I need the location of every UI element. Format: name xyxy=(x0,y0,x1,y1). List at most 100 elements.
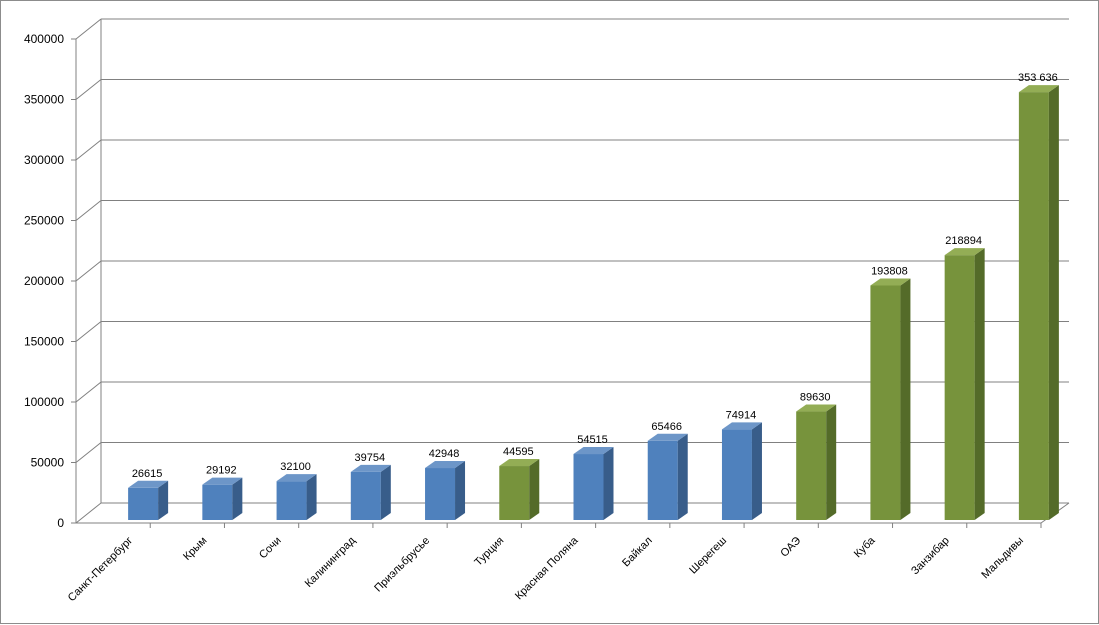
bar-front xyxy=(944,255,975,521)
bar xyxy=(425,461,466,520)
category-label: Турция xyxy=(472,535,506,569)
bar xyxy=(202,477,243,520)
category-label: Красная Поляна xyxy=(513,534,581,602)
data-labels: 26615 29192 32100 39754 42948 44595 54515 65466… xyxy=(132,72,1058,480)
bar-side xyxy=(158,480,169,520)
bar-top xyxy=(944,248,985,256)
bar-front xyxy=(499,466,530,520)
bar-side xyxy=(306,474,317,520)
bar-front xyxy=(128,487,159,520)
bar-top xyxy=(573,447,614,455)
bar-side xyxy=(529,459,540,520)
bar-front xyxy=(276,481,307,520)
data-label: 353 636 xyxy=(1018,72,1058,84)
bar-front xyxy=(721,429,752,520)
bar-front xyxy=(573,454,604,520)
bar-top xyxy=(425,461,466,469)
gridline-diagonal xyxy=(75,200,102,221)
bar-side xyxy=(380,464,391,520)
bar-side xyxy=(900,278,911,520)
gridline-diagonal xyxy=(75,139,102,161)
data-label: 74914 xyxy=(726,409,757,421)
y-tick-label: 350000 xyxy=(24,93,64,107)
y-tick-label: 50000 xyxy=(31,456,65,470)
category-label: Занзибар xyxy=(909,535,952,578)
bar-side xyxy=(751,422,762,520)
bar-top xyxy=(647,433,688,441)
bar-front xyxy=(870,285,901,520)
data-label: 65466 xyxy=(651,421,682,433)
bar-front xyxy=(1018,92,1049,521)
category-label: ОАЭ xyxy=(778,535,803,560)
bar-side xyxy=(826,404,837,520)
category-label: Куба xyxy=(852,534,878,560)
bar-side xyxy=(232,477,243,520)
bars xyxy=(128,85,1059,521)
data-label: 218894 xyxy=(945,235,982,247)
bar xyxy=(350,464,391,520)
x-axis-categories: Санкт-Петербург Крым Сочи Калининград Приэль… xyxy=(66,534,1026,604)
bar xyxy=(1018,85,1059,521)
bar-side xyxy=(974,248,985,521)
category-label: Шерегеш xyxy=(687,535,729,577)
gridline-diagonal xyxy=(75,381,102,403)
bar xyxy=(721,422,762,520)
bar xyxy=(573,447,614,520)
category-label: Приэльбрусье xyxy=(372,535,432,595)
category-label: Крым xyxy=(181,535,209,563)
bar-front xyxy=(350,471,381,520)
bar-front xyxy=(796,411,827,520)
gridline-diagonal xyxy=(75,442,102,463)
data-label: 54515 xyxy=(577,434,608,446)
y-tick-label: 300000 xyxy=(24,153,64,167)
y-tick-label: 0 xyxy=(57,516,64,530)
y-tick-label: 250000 xyxy=(24,214,64,228)
gridline-diagonal xyxy=(75,502,102,524)
bar-top xyxy=(128,480,169,488)
data-label: 193808 xyxy=(871,265,908,277)
category-label: Байкал xyxy=(620,535,655,570)
bar-side xyxy=(455,461,466,520)
y-tick-label: 100000 xyxy=(24,395,64,409)
bar xyxy=(796,404,837,520)
bar xyxy=(870,278,911,520)
bar-top xyxy=(721,422,762,430)
y-tick-label: 200000 xyxy=(24,274,64,288)
bar xyxy=(499,459,540,520)
bar-front xyxy=(202,484,233,520)
gridline-diagonal xyxy=(75,79,102,100)
data-label: 89630 xyxy=(800,392,831,404)
bar-top xyxy=(276,474,317,482)
bar xyxy=(276,474,317,520)
bar-side xyxy=(1048,85,1059,521)
bar-front xyxy=(647,440,678,520)
bar-top xyxy=(796,404,837,412)
bar xyxy=(647,433,688,520)
grid-layer xyxy=(71,18,1070,528)
gridline-diagonal xyxy=(75,321,102,342)
bar-top xyxy=(499,459,540,467)
data-label: 26615 xyxy=(132,468,163,480)
bar-top xyxy=(870,278,911,286)
category-label: Санкт-Петербург xyxy=(66,535,135,604)
bar-top xyxy=(1018,85,1059,93)
gridline-diagonal xyxy=(75,260,102,282)
bar-front xyxy=(425,468,456,520)
bar-top xyxy=(350,464,391,472)
y-tick-label: 150000 xyxy=(24,335,64,349)
bar-side xyxy=(677,433,688,520)
category-label: Калининград xyxy=(303,534,359,590)
bar-side xyxy=(603,447,614,520)
bar xyxy=(944,248,985,521)
y-tick-label: 400000 xyxy=(24,32,64,46)
data-label: 39754 xyxy=(355,452,386,464)
gridline-diagonal xyxy=(75,18,102,40)
bar xyxy=(128,480,169,520)
bar-top xyxy=(202,477,243,485)
data-label: 32100 xyxy=(280,461,311,473)
data-label: 42948 xyxy=(429,448,460,460)
data-label: 29192 xyxy=(206,465,237,477)
y-axis-ticks: 0 50000 100000 150000 200000 250000 300000 3500… xyxy=(24,32,64,530)
